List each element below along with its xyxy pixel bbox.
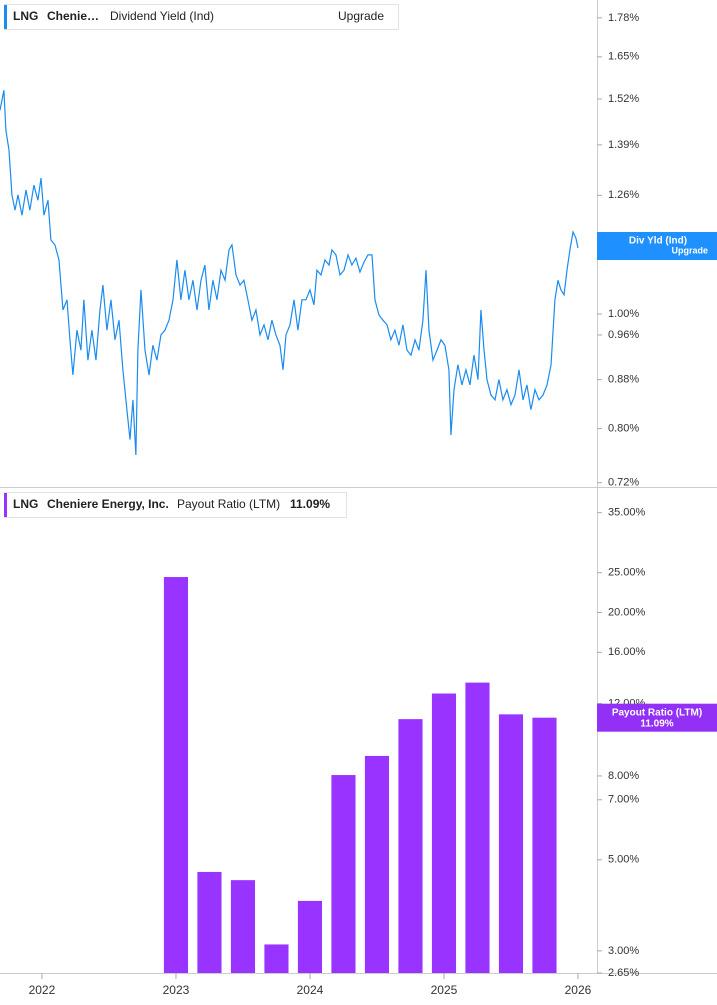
bar (197, 871, 222, 973)
y-tick-label: 8.00% (608, 770, 639, 782)
bar (297, 900, 323, 973)
legend-company: Cheniere Energy, Inc. (47, 497, 169, 511)
x-tick-label: 2023 (163, 983, 190, 997)
y-tick-label: 0.88% (608, 374, 639, 386)
legend-company: Chenie… (47, 9, 99, 23)
legend-box (4, 4, 399, 30)
bar (398, 719, 423, 973)
y-tick-label: 1.39% (608, 139, 639, 151)
y-tick-label: 35.00% (608, 507, 646, 519)
upgrade-link[interactable]: Upgrade (338, 9, 384, 23)
x-tick-label: 2024 (297, 983, 324, 997)
legend-metric: Payout Ratio (LTM) (177, 497, 280, 511)
y-tick-label: 16.00% (608, 646, 646, 658)
plot: 1.78%1.65%1.52%1.39%1.26%1.13%1.00%0.96%… (0, 12, 717, 997)
line-series (0, 90, 579, 455)
bar (230, 880, 256, 973)
y-tick-label: 20.00% (608, 606, 646, 618)
bar (163, 577, 189, 973)
value-tag-value: 11.09% (640, 718, 673, 729)
legend-top: LNG Chenie… Dividend Yield (Ind) Upgrade (4, 4, 399, 30)
bar (498, 714, 524, 973)
y-tick-label: 7.00% (608, 794, 639, 806)
value-tag-label: Payout Ratio (LTM) (612, 707, 702, 718)
bar (431, 693, 457, 973)
bar (532, 717, 557, 973)
legend-value: 11.09% (290, 497, 330, 511)
y-tick-label: 1.26% (608, 189, 639, 201)
legend-ticker: LNG (13, 497, 38, 511)
y-tick-label: 1.52% (608, 93, 639, 105)
y-tick-label: 1.78% (608, 12, 639, 24)
x-tick-label: 2026 (565, 983, 592, 997)
legend-swatch (4, 5, 7, 29)
legend-bottom: LNG Cheniere Energy, Inc. Payout Ratio (… (4, 492, 347, 518)
legend-ticker: LNG (13, 9, 38, 23)
x-tick-label: 2022 (29, 983, 56, 997)
y-tick-label: 0.96% (608, 329, 639, 341)
y-tick-label: 5.00% (608, 854, 639, 866)
y-tick-label: 2.65% (608, 967, 639, 979)
y-tick-label: 0.72% (608, 477, 639, 489)
bar (264, 944, 289, 973)
y-tick-label: 1.65% (608, 51, 639, 63)
y-tick-label: 3.00% (608, 945, 639, 957)
value-tag (597, 232, 717, 260)
value-tag (597, 703, 717, 732)
legend-box (4, 492, 347, 518)
legend-metric: Dividend Yield (Ind) (110, 9, 214, 23)
y-tick-label: 0.80% (608, 422, 639, 434)
bar (364, 755, 390, 973)
value-tag-value: Upgrade (671, 245, 708, 255)
y-tick-label: 1.00% (608, 308, 639, 320)
x-tick-label: 2025 (431, 983, 458, 997)
bar (465, 682, 490, 973)
bar (331, 775, 356, 973)
value-tag-label: Div Yld (Ind) (629, 236, 687, 247)
legend-swatch (4, 493, 7, 517)
y-tick-label: 25.00% (608, 567, 646, 579)
